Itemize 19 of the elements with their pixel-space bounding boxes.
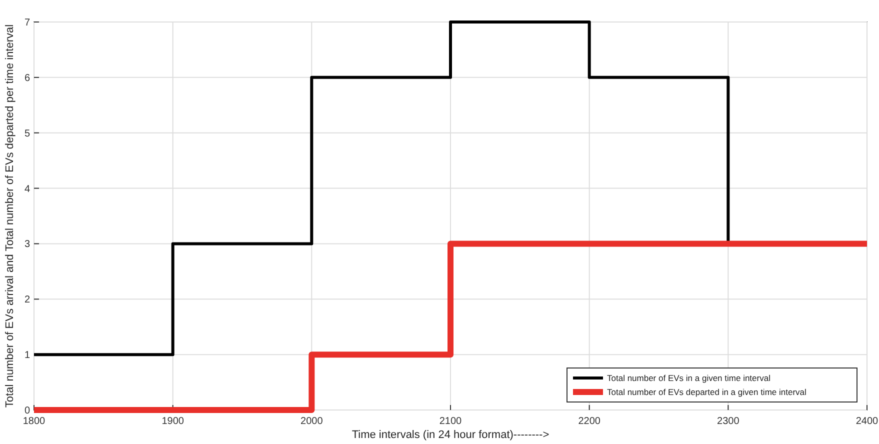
x-tick-label: 2200 <box>578 416 601 427</box>
y-tick-label: 0 <box>24 406 30 416</box>
y-tick-label: 1 <box>24 350 30 362</box>
x-tick-label: 2000 <box>300 416 324 427</box>
y-tick-label: 5 <box>24 128 30 140</box>
x-tick-label: 1900 <box>162 416 184 427</box>
x-tick-label: 2300 <box>717 416 740 427</box>
y-tick-label: 2 <box>24 294 30 306</box>
y-tick-label: 7 <box>24 18 30 28</box>
legend-label: Total number of EVs in a given time interval <box>607 373 771 383</box>
legend-label: Total number of EVs departed in a given time interval <box>607 387 806 397</box>
x-axis-title: Time intervals (in 24 hour format)--------> <box>352 429 550 441</box>
y-tick-label: 3 <box>24 239 30 250</box>
y-tick-label: 6 <box>24 72 30 84</box>
y-axis-title: Total number of EVs arrival and Total number of EVs departed per time interval <box>4 24 16 408</box>
x-tick-label: 2400 <box>856 416 879 427</box>
x-tick-label: 1800 <box>22 416 46 427</box>
x-tick-label: 2100 <box>439 416 462 427</box>
y-tick-label: 4 <box>24 184 30 195</box>
